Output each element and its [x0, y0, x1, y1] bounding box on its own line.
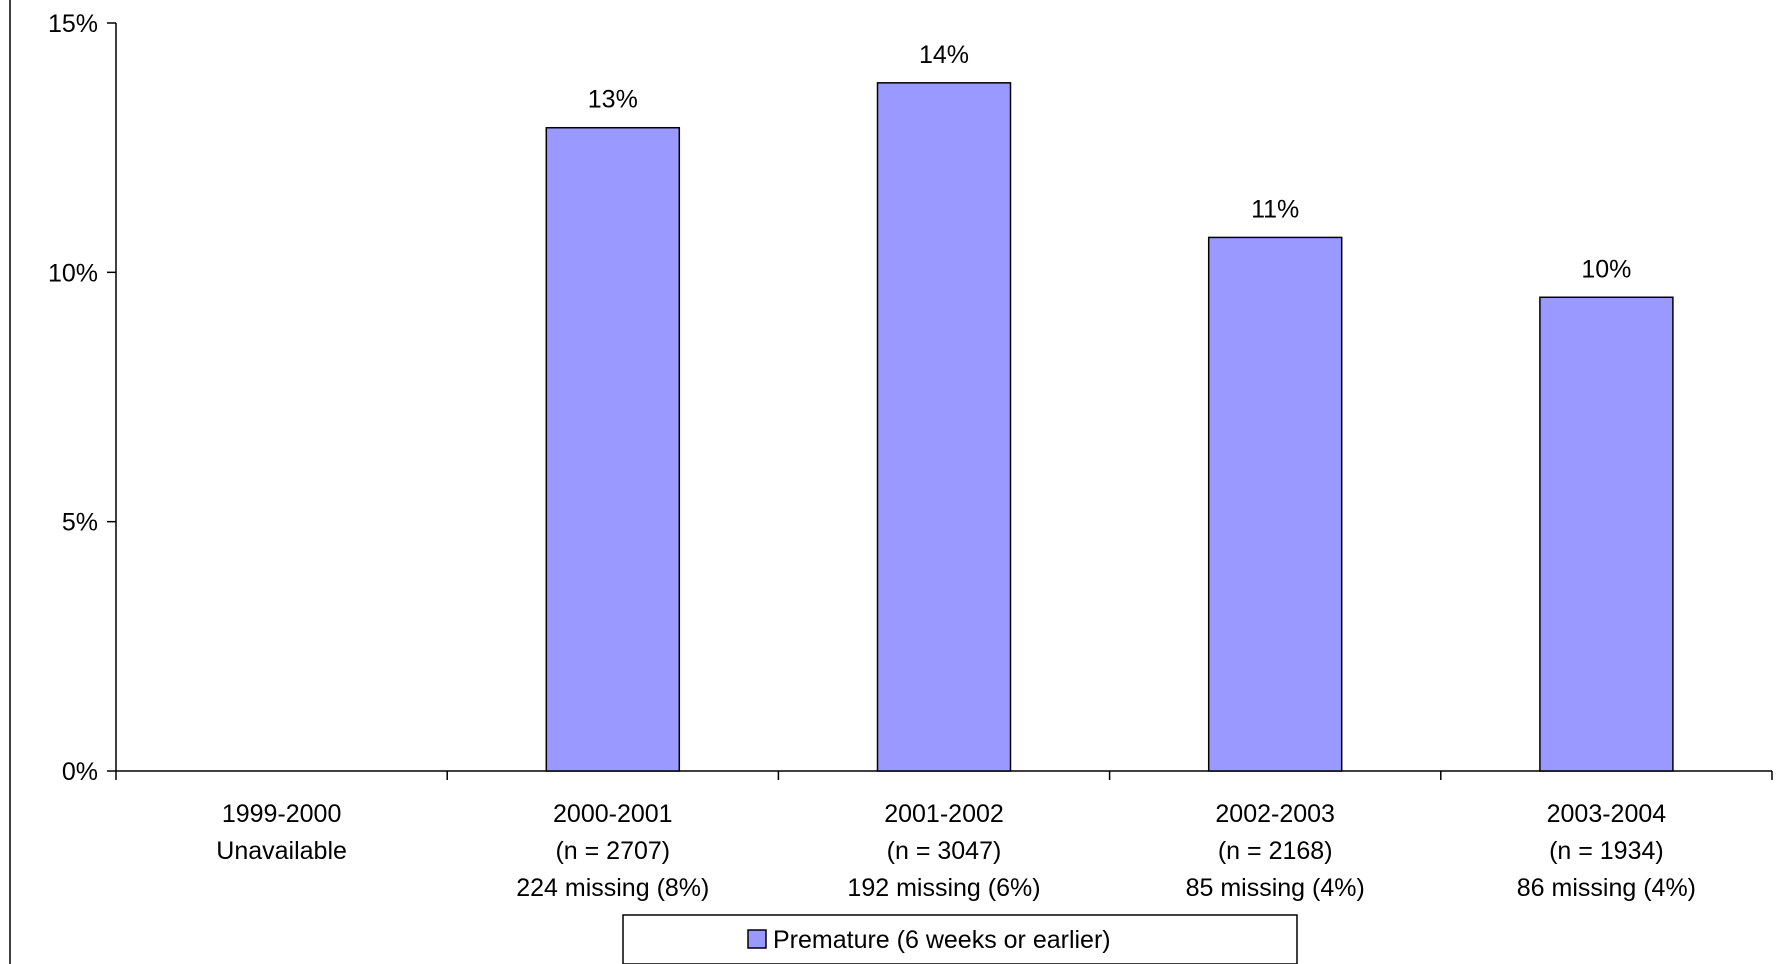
category-labels: 1999-2000 Unavailable 2000-2001 (n = 2707) 2…: [216, 800, 1696, 902]
bar: [545, 126, 681, 772]
x-axis: [115, 770, 1773, 780]
bar: [876, 82, 1012, 772]
x-category-label: 2003-2004: [1547, 800, 1667, 828]
y-axis: 0% 5% 10% 15%: [48, 10, 117, 786]
x-category-label: 2001-2002: [884, 800, 1004, 828]
legend-swatch: [747, 929, 767, 949]
bar: [1539, 296, 1674, 772]
x-category-label: Unavailable: [216, 837, 347, 865]
data-labels: 13% 14% 11% 10%: [588, 41, 1632, 283]
x-category-label: 1999-2000: [222, 800, 342, 828]
bar-value-label: 14%: [919, 41, 969, 69]
legend: Premature (6 weeks or earlier): [622, 914, 1298, 964]
y-tick-label: 5%: [62, 509, 98, 537]
y-tick-label: 0%: [62, 758, 98, 786]
bar-value-label: 11%: [1251, 195, 1299, 223]
legend-label: Premature (6 weeks or earlier): [773, 926, 1111, 954]
x-category-label: 2000-2001: [553, 800, 673, 828]
y-tick-label: 15%: [48, 10, 98, 38]
x-category-label: (n = 3047): [887, 837, 1002, 865]
bar-value-label: 10%: [1581, 255, 1631, 283]
x-category-label: 85 missing (4%): [1186, 874, 1365, 902]
x-category-label: (n = 2168): [1218, 837, 1333, 865]
x-category-label: 2002-2003: [1215, 800, 1335, 828]
x-category-label: 192 missing (6%): [847, 874, 1040, 902]
legend-box: [622, 914, 1298, 964]
x-category-label: 86 missing (4%): [1517, 874, 1696, 902]
bar: [1207, 236, 1343, 772]
bar-value-label: 13%: [588, 86, 638, 114]
x-category-label: (n = 1934): [1549, 837, 1664, 865]
bar-series: [545, 82, 1674, 772]
x-category-label: (n = 2707): [555, 837, 670, 865]
x-category-label: 224 missing (8%): [516, 874, 709, 902]
y-tick-label: 10%: [48, 259, 98, 287]
